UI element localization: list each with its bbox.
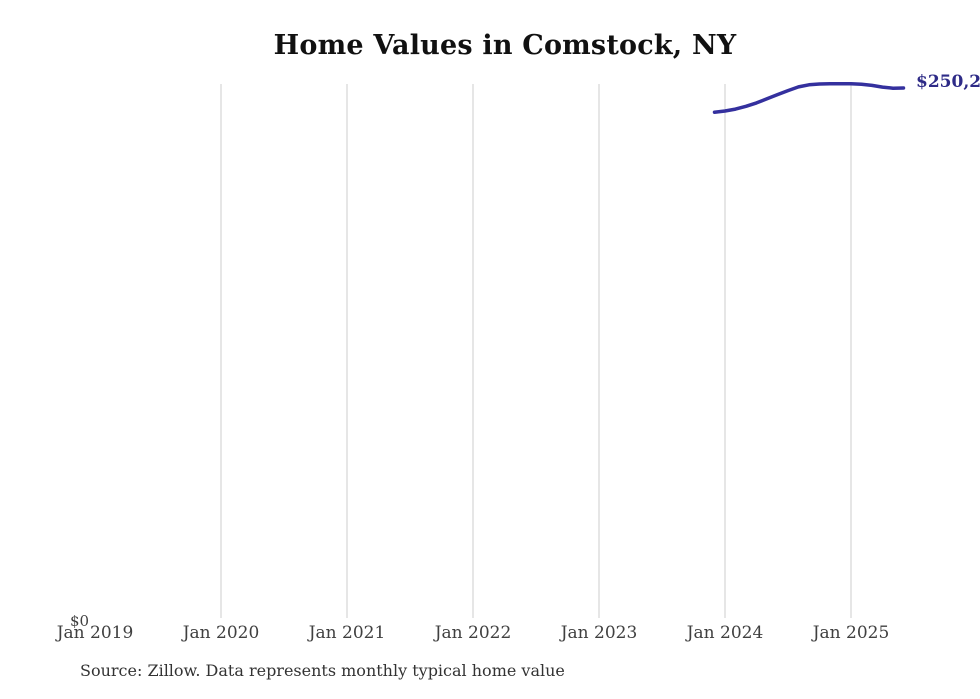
x-tick-label: Jan 2020	[182, 623, 260, 643]
x-tick-label: Jan 2024	[686, 623, 764, 643]
x-tick-label: Jan 2019	[56, 623, 134, 643]
x-tick-label: Jan 2025	[812, 623, 890, 643]
y-axis-zero-label: $0	[70, 612, 90, 630]
x-tick-label: Jan 2023	[560, 623, 638, 643]
x-tick-label: Jan 2021	[308, 623, 386, 643]
line-end-value-label: $250,2	[916, 72, 980, 92]
source-note: Source: Zillow. Data represents monthly …	[80, 661, 565, 680]
chart-title: Home Values in Comstock, NY	[273, 30, 737, 61]
value-line	[712, 81, 906, 114]
x-tick-label: Jan 2022	[434, 623, 512, 643]
